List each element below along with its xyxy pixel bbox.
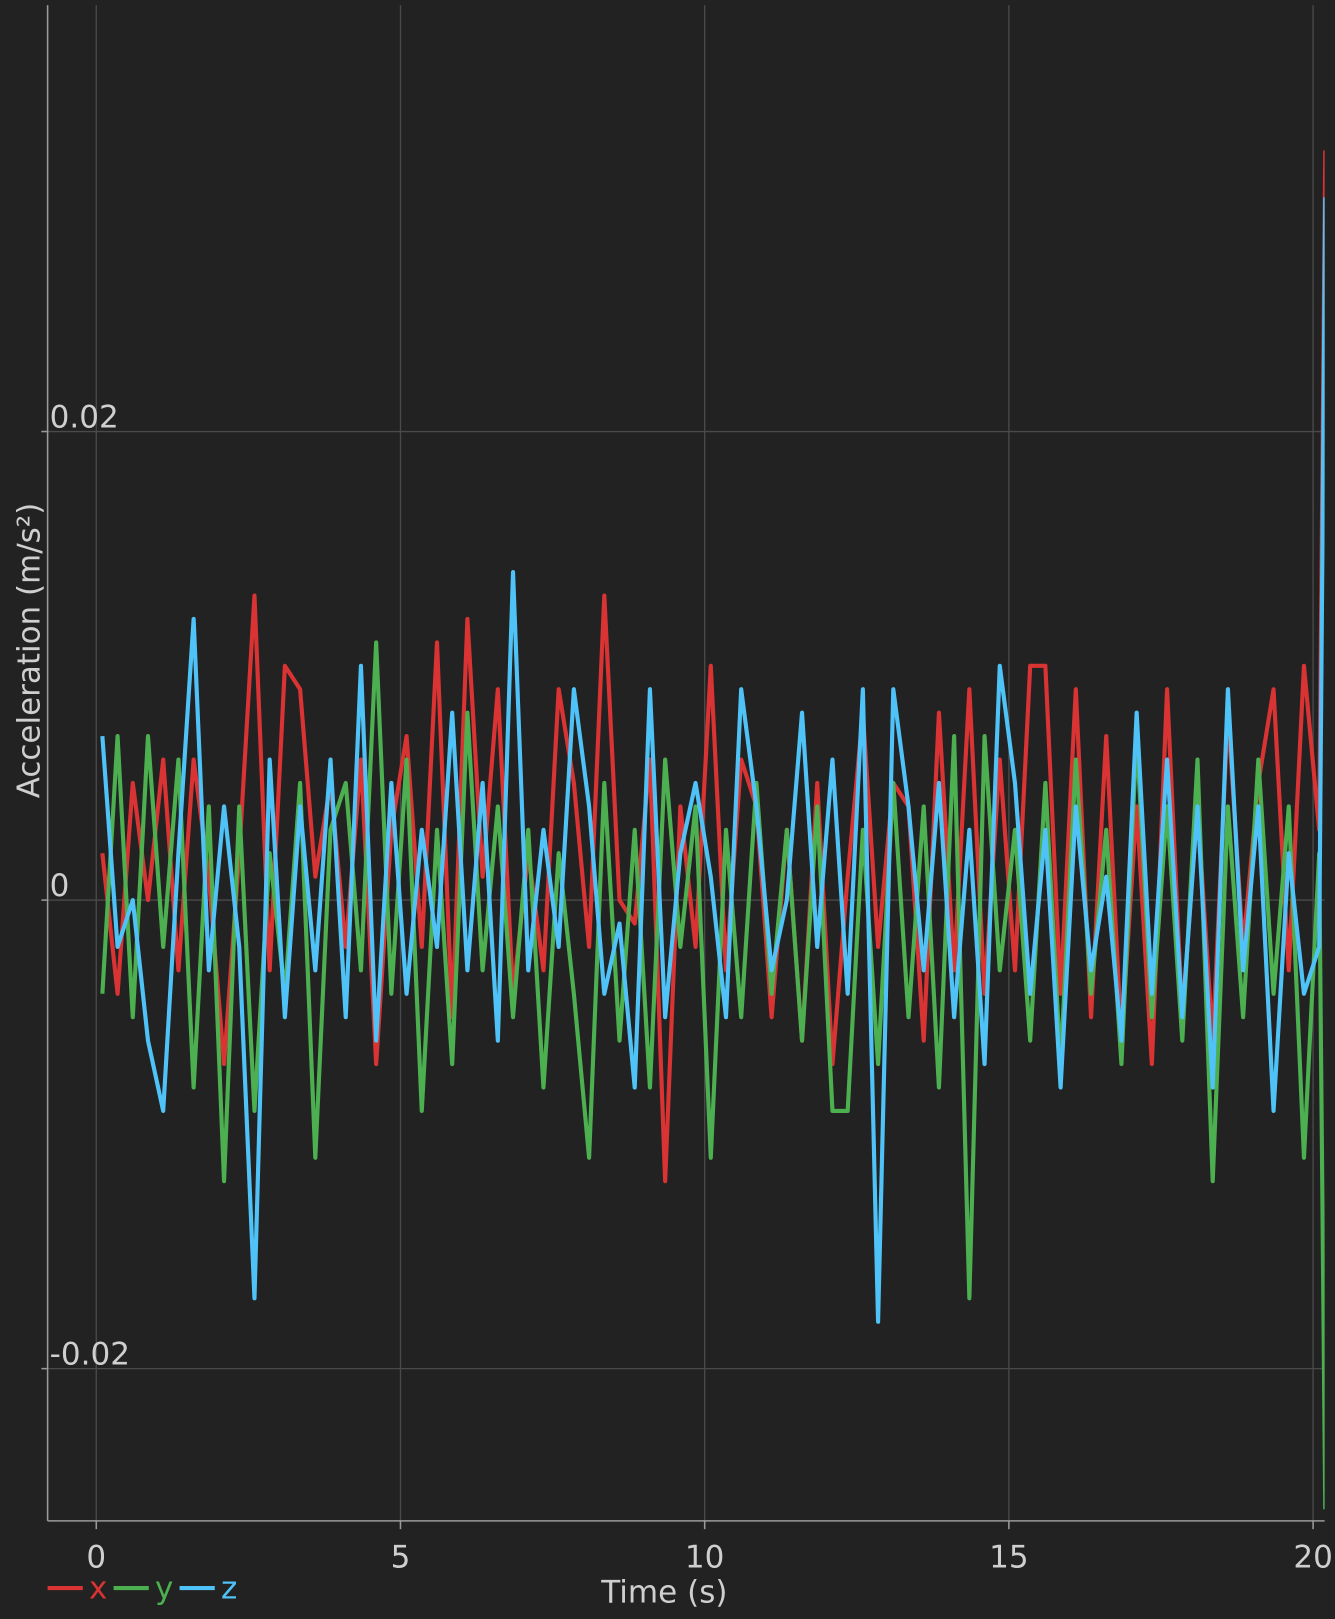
legend-label: z xyxy=(221,1570,237,1606)
legend-label: x xyxy=(89,1570,107,1606)
y-tick-label: 0 xyxy=(50,868,70,904)
y-tick-label: -0.02 xyxy=(50,1337,130,1373)
y-tick-label: 0.02 xyxy=(50,399,119,435)
x-tick-label: 20 xyxy=(1293,1539,1332,1575)
legend-label: y xyxy=(155,1570,173,1606)
data-line xyxy=(100,197,1325,1324)
x-tick-label: 15 xyxy=(989,1539,1028,1575)
x-tick-label: 0 xyxy=(86,1539,106,1575)
x-tick-label: 5 xyxy=(391,1539,411,1575)
x-axis-label: Time (s) xyxy=(600,1575,727,1611)
y-axis-label: Acceleration (m/s²) xyxy=(11,503,47,799)
x-tick-label: 10 xyxy=(685,1539,724,1575)
